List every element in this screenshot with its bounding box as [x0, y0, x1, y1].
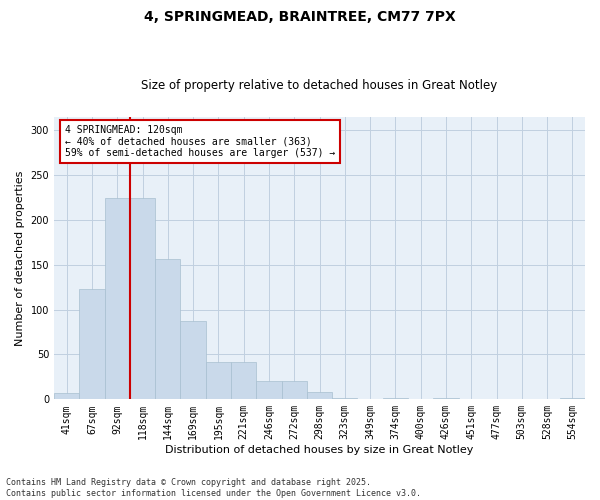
- Bar: [79, 289, 104, 400]
- Bar: [383, 398, 408, 400]
- Bar: [130, 198, 155, 400]
- Bar: [281, 382, 307, 400]
- Text: Contains HM Land Registry data © Crown copyright and database right 2025.
Contai: Contains HM Land Registry data © Crown c…: [6, 478, 421, 498]
- Title: Size of property relative to detached houses in Great Notley: Size of property relative to detached ho…: [142, 79, 497, 92]
- Bar: [54, 393, 79, 400]
- Bar: [256, 382, 281, 400]
- Bar: [104, 198, 130, 400]
- Bar: [332, 398, 358, 400]
- X-axis label: Distribution of detached houses by size in Great Notley: Distribution of detached houses by size …: [166, 445, 474, 455]
- Bar: [433, 398, 458, 400]
- Bar: [181, 322, 206, 400]
- Bar: [206, 362, 231, 400]
- Bar: [155, 258, 181, 400]
- Bar: [231, 362, 256, 400]
- Y-axis label: Number of detached properties: Number of detached properties: [15, 170, 25, 346]
- Text: 4, SPRINGMEAD, BRAINTREE, CM77 7PX: 4, SPRINGMEAD, BRAINTREE, CM77 7PX: [144, 10, 456, 24]
- Text: 4 SPRINGMEAD: 120sqm
← 40% of detached houses are smaller (363)
59% of semi-deta: 4 SPRINGMEAD: 120sqm ← 40% of detached h…: [65, 126, 335, 158]
- Bar: [560, 398, 585, 400]
- Bar: [307, 392, 332, 400]
